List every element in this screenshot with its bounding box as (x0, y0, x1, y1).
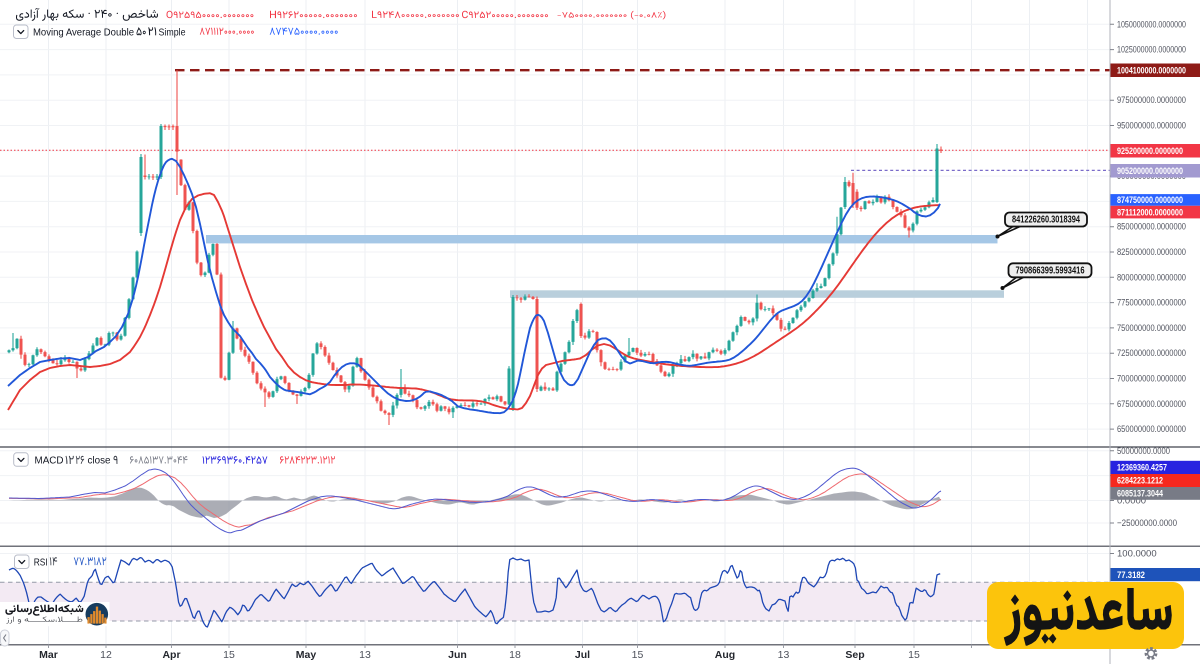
svg-text:874750000.0000000: 874750000.0000000 (1117, 195, 1183, 205)
svg-text:6085137.3044: 6085137.3044 (1117, 489, 1163, 499)
svg-text:750000000.0000000: 750000000.0000000 (1117, 323, 1186, 334)
svg-text:825000000.0000000: 825000000.0000000 (1117, 247, 1186, 258)
svg-text:790866399.5993416: 790866399.5993416 (1016, 266, 1085, 277)
svg-text:775000000.0000000: 775000000.0000000 (1117, 298, 1186, 309)
svg-text:841226260.3018394: 841226260.3018394 (1012, 215, 1080, 226)
svg-text:15: 15 (632, 649, 644, 661)
svg-text:700000000.0000000: 700000000.0000000 (1117, 374, 1186, 385)
svg-text:15: 15 (223, 649, 235, 661)
svg-text:Apr: Apr (162, 649, 180, 661)
svg-text:13: 13 (359, 649, 371, 661)
svg-text:0.0000: 0.0000 (1117, 496, 1146, 507)
svg-text:1050000000.0000000: 1050000000.0000000 (1117, 19, 1186, 30)
svg-text:close: close (88, 454, 111, 466)
svg-text:675000000.0000000: 675000000.0000000 (1117, 399, 1186, 410)
svg-text:950000000.0000000: 950000000.0000000 (1117, 121, 1186, 132)
svg-text:871112000.0000000: 871112000.0000000 (1117, 207, 1183, 217)
svg-text:Jun: Jun (448, 649, 467, 661)
svg-text:Simple: Simple (159, 26, 186, 38)
svg-text:50000000.0000: 50000000.0000 (1117, 446, 1170, 457)
svg-text:1025000000.0000000: 1025000000.0000000 (1117, 45, 1186, 56)
svg-text:18: 18 (509, 649, 521, 661)
svg-text:100.0000: 100.0000 (1117, 549, 1157, 560)
svg-text:725000000.0000000: 725000000.0000000 (1117, 348, 1186, 359)
svg-text:Aug: Aug (715, 649, 735, 661)
svg-text:1004100000.0000000: 1004100000.0000000 (1117, 65, 1186, 75)
svg-text:RSI: RSI (34, 557, 48, 569)
svg-text:77.3182: 77.3182 (1117, 570, 1145, 580)
svg-text:975000000.0000000: 975000000.0000000 (1117, 95, 1186, 106)
svg-text:Moving Average Double: Moving Average Double (33, 26, 134, 38)
svg-text:Mar: Mar (39, 649, 58, 661)
svg-text:12369360.4257: 12369360.4257 (1117, 463, 1167, 473)
svg-text:6284223.1212: 6284223.1212 (1117, 476, 1163, 486)
svg-text:12: 12 (100, 649, 112, 661)
svg-text:925200000.0000000: 925200000.0000000 (1117, 146, 1183, 156)
svg-text:905200000.0000000: 905200000.0000000 (1117, 166, 1183, 176)
svg-text:15: 15 (908, 649, 920, 661)
svg-text:Jul: Jul (575, 649, 590, 661)
svg-text:800000000.0000000: 800000000.0000000 (1117, 272, 1186, 283)
svg-text:850000000.0000000: 850000000.0000000 (1117, 222, 1186, 233)
svg-text:MACD: MACD (35, 454, 64, 466)
svg-text:−25000000.0000: −25000000.0000 (1117, 518, 1177, 529)
svg-text:Sep: Sep (845, 649, 864, 661)
svg-text:650000000.0000000: 650000000.0000000 (1117, 424, 1186, 435)
svg-text:May: May (296, 649, 317, 661)
svg-text:13: 13 (778, 649, 790, 661)
